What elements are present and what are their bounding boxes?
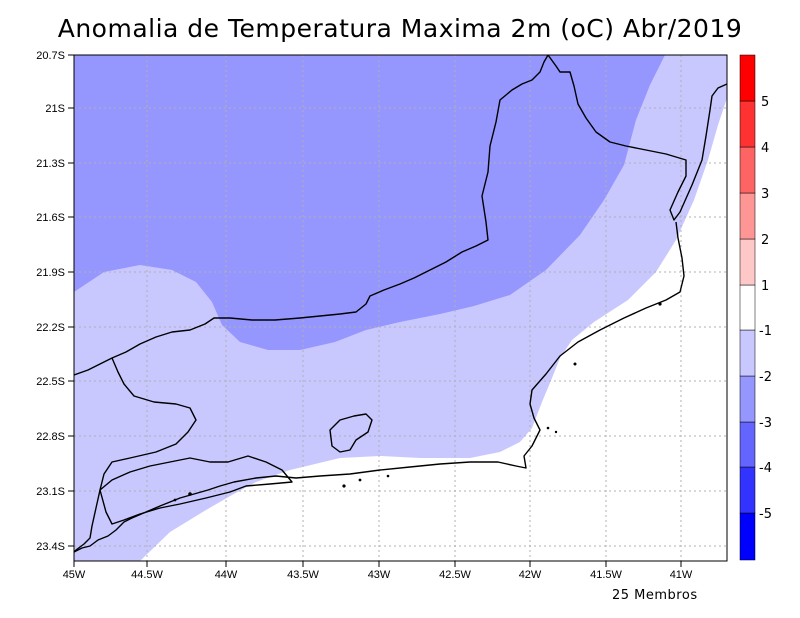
- plot-frame: [73, 54, 728, 562]
- lat-label: 23.4S: [36, 541, 65, 553]
- lon-label: 42.5W: [439, 569, 471, 581]
- colorbar-swatch: [739, 238, 756, 286]
- colorbar-swatch: [739, 100, 756, 148]
- lat-label: 21S: [45, 103, 65, 115]
- members-note: 25 Membros: [612, 588, 698, 603]
- bay-ilha-grande: [99, 455, 293, 525]
- lat-labels: 20.7S 21S 21.3S 21.6S 21.9S 22.2S 22.5S …: [36, 50, 65, 553]
- lat-label: 20.7S: [36, 50, 65, 62]
- colorbar-label: -3: [759, 416, 772, 431]
- lon-label: 44.5W: [131, 569, 163, 581]
- lat-label: 21.6S: [36, 212, 65, 224]
- colorbar-swatch: [739, 466, 756, 514]
- lon-labels: 45W 44.5W 44W 43.5W 43W 42.5W 42W 41.5W …: [63, 569, 693, 581]
- state-border-north: [74, 55, 727, 376]
- lat-label: 22.8S: [36, 431, 65, 443]
- colorbar-swatch: [739, 146, 756, 194]
- state-border-west: [74, 357, 197, 553]
- colorbar-label: -2: [759, 370, 772, 385]
- colorbar-swatch: [739, 329, 756, 377]
- lat-ticks: [68, 54, 74, 547]
- lat-label: 23.1S: [36, 486, 65, 498]
- anomaly-shading: [74, 55, 727, 561]
- lon-label: 43W: [368, 569, 391, 581]
- map-title: Anomalia de Temperatura Maxima 2m (oC) A…: [57, 14, 743, 43]
- colorbar-label: 2: [761, 233, 769, 248]
- coastline-borders: [74, 55, 727, 553]
- colorbar-swatch: [739, 54, 756, 102]
- lon-label: 41.5W: [590, 569, 622, 581]
- colorbar-swatch: [739, 192, 756, 240]
- colorbar-label: 1: [761, 279, 769, 294]
- lon-label: 44W: [215, 569, 238, 581]
- colorbar-label: -5: [759, 507, 772, 522]
- grid-lines: [74, 55, 727, 561]
- colorbar-label: -4: [759, 461, 772, 476]
- band-minus3-to-minus2: [74, 55, 665, 350]
- bay-guanabara: [329, 413, 373, 453]
- colorbar-swatch: [739, 421, 756, 468]
- colorbar-labels: -5 -4 -3 -2 -1 1 2 3 4 5: [759, 95, 772, 522]
- lat-label: 21.9S: [36, 267, 65, 279]
- lon-label: 45W: [63, 569, 86, 581]
- colorbar-label: -1: [759, 324, 772, 339]
- islands: [173, 302, 662, 502]
- colorbar-label: 4: [761, 141, 769, 156]
- lat-label: 21.3S: [36, 158, 65, 170]
- colorbar-label: 3: [761, 187, 769, 202]
- colorbar-swatch: [739, 375, 756, 423]
- colorbar-swatch: [739, 512, 756, 561]
- colorbar: [739, 54, 756, 561]
- lon-label: 41W: [670, 569, 693, 581]
- colorbar-swatch: [739, 284, 756, 331]
- lat-label: 22.2S: [36, 322, 65, 334]
- lat-label: 22.5S: [36, 376, 65, 388]
- lon-label: 43.5W: [287, 569, 319, 581]
- colorbar-label: 5: [761, 95, 769, 110]
- lon-ticks: [73, 561, 682, 567]
- lon-label: 42W: [519, 569, 542, 581]
